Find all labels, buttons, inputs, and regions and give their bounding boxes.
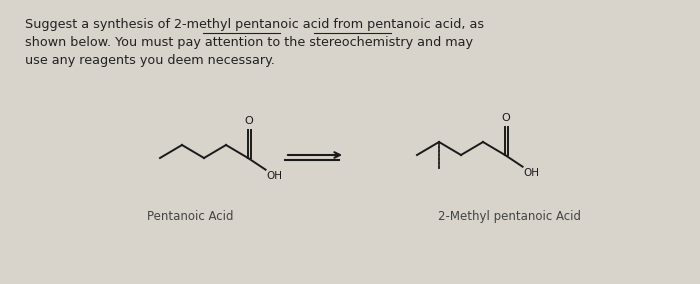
Text: Pentanoic Acid: Pentanoic Acid <box>147 210 233 223</box>
Text: 2-Methyl pentanoic Acid: 2-Methyl pentanoic Acid <box>438 210 582 223</box>
Text: O: O <box>502 113 510 123</box>
Text: shown below. You must pay attention to the stereochemistry and may: shown below. You must pay attention to t… <box>25 36 473 49</box>
Text: use any reagents you deem necessary.: use any reagents you deem necessary. <box>25 54 275 67</box>
Text: O: O <box>244 116 253 126</box>
Text: OH: OH <box>524 168 540 178</box>
Text: Suggest a synthesis of 2-methyl pentanoic acid from pentanoic acid, as: Suggest a synthesis of 2-methyl pentanoi… <box>25 18 484 31</box>
Text: OH: OH <box>267 171 283 181</box>
